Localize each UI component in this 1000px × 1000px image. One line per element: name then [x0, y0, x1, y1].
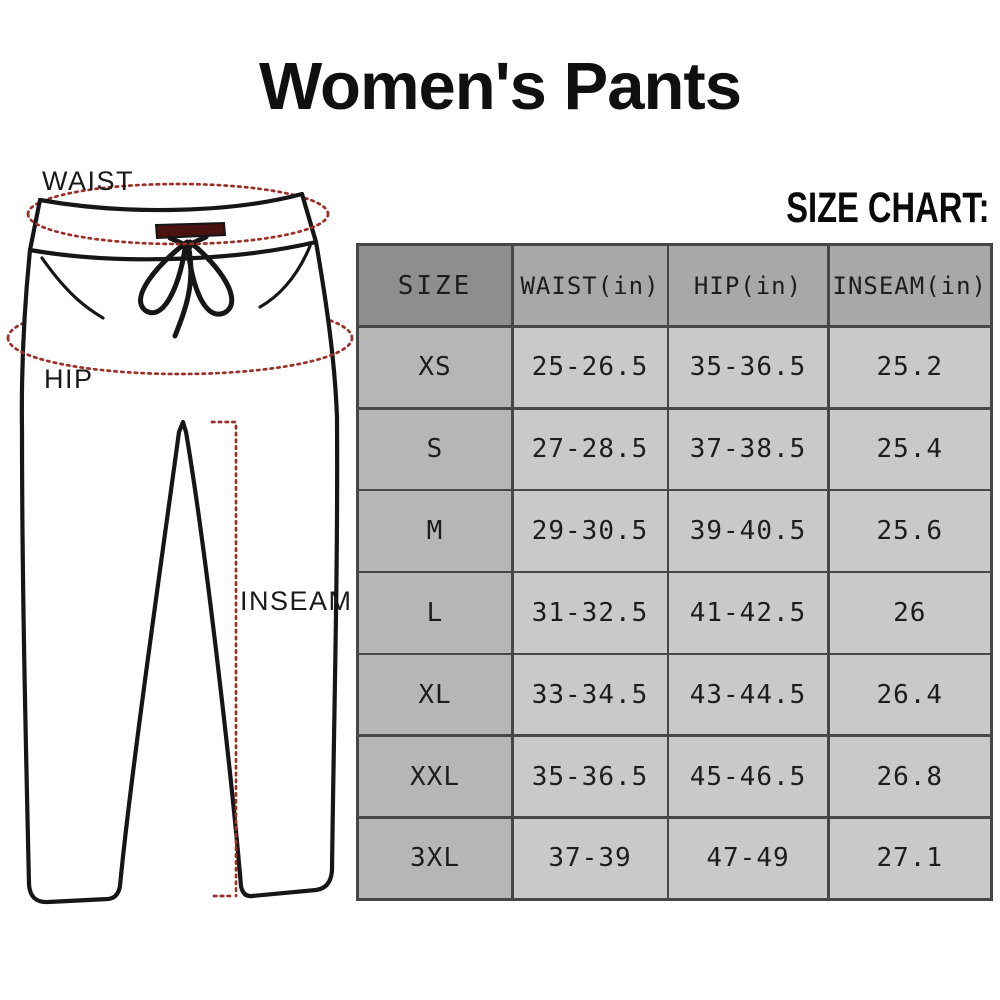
- cell-waist-xxl: 35-36.5: [513, 736, 667, 817]
- cell-inseam-xl: 26.4: [829, 655, 990, 735]
- cell-hip-l: 41-42.5: [669, 573, 827, 653]
- cell-waist-s: 27-28.5: [513, 409, 667, 489]
- waistband-line: [27, 239, 319, 262]
- waist-measure-ellipse: [26, 212, 330, 246]
- cell-size-xs: XS: [359, 327, 511, 408]
- cell-inseam-3xl: 27.1: [829, 818, 990, 898]
- header-cell-hip: HIP(in): [669, 246, 827, 326]
- cell-inseam-l: 26: [829, 573, 990, 653]
- cell-hip-m: 39-40.5: [669, 491, 827, 571]
- cell-waist-l: 31-32.5: [513, 573, 667, 653]
- cell-inseam-s: 25.4: [829, 409, 990, 489]
- cell-inseam-xs: 25.2: [829, 327, 990, 408]
- header-cell-size: SIZE: [359, 246, 511, 326]
- cell-waist-3xl: 37-39: [513, 818, 667, 898]
- hip-label: HIP: [44, 364, 94, 394]
- cell-inseam-xxl: 26.8: [829, 736, 990, 817]
- cell-waist-m: 29-30.5: [513, 491, 667, 571]
- cell-waist-xs: 25-26.5: [513, 327, 667, 408]
- pocket-line-left: [40, 256, 105, 320]
- cell-hip-xs: 35-36.5: [669, 327, 827, 408]
- size-table: SIZE WAIST(in) HIP(in) INSEAM(in) XS 25-…: [356, 243, 993, 901]
- cell-size-xl: XL: [359, 655, 511, 735]
- cell-hip-xxl: 45-46.5: [669, 736, 827, 817]
- cell-hip-s: 37-38.5: [669, 409, 827, 489]
- cell-hip-xl: 43-44.5: [669, 655, 827, 735]
- cell-size-m: M: [359, 491, 511, 571]
- inseam-dotted-line: [210, 420, 238, 898]
- pants-outline: [19, 191, 340, 905]
- hip-measure-ellipse: [6, 336, 354, 376]
- header-cell-waist: WAIST(in): [513, 246, 667, 326]
- cell-hip-3xl: 47-49: [669, 818, 827, 898]
- cell-inseam-m: 25.6: [829, 491, 990, 571]
- pants-measurement-diagram: WAIST HIP INSEAM: [6, 166, 354, 905]
- cell-size-3xl: 3XL: [359, 818, 511, 898]
- drawstring-bar: [154, 221, 227, 240]
- cell-size-s: S: [359, 409, 511, 489]
- cell-size-l: L: [359, 573, 511, 653]
- page-title: Women's Pants: [259, 49, 742, 124]
- drawstring-bow: [138, 234, 235, 339]
- header-cell-inseam: INSEAM(in): [829, 246, 990, 326]
- pocket-line-right: [258, 244, 312, 309]
- cell-waist-xl: 33-34.5: [513, 655, 667, 735]
- inseam-label: INSEAM: [240, 586, 353, 616]
- waist-label: WAIST: [42, 166, 134, 196]
- size-chart-heading: SIZE CHART:: [786, 184, 990, 232]
- cell-size-xxl: XXL: [359, 736, 511, 817]
